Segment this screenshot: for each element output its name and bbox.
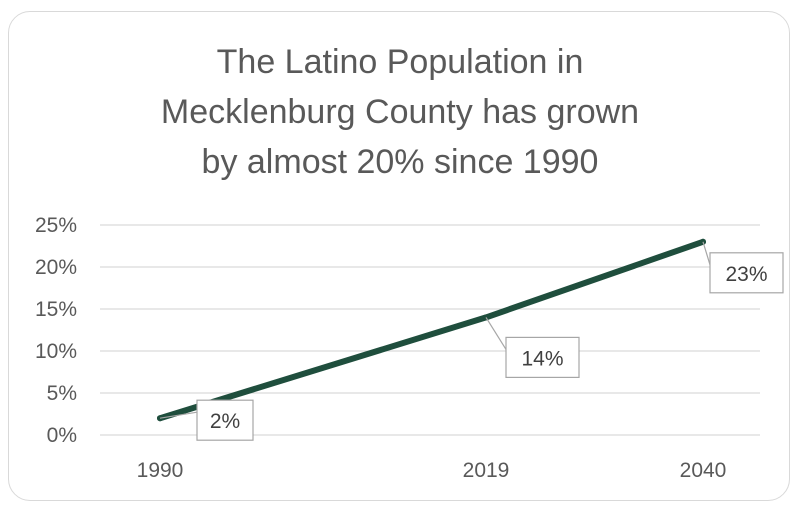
data-label-1990: 2% bbox=[210, 410, 240, 433]
data-series bbox=[157, 238, 706, 422]
data-label-box bbox=[505, 336, 580, 378]
y-tick-label: 15% bbox=[35, 298, 77, 321]
data-label-box bbox=[709, 252, 784, 294]
y-tick-label: 20% bbox=[35, 256, 77, 279]
data-label-leader bbox=[159, 411, 198, 419]
data-label-2019: 14% bbox=[521, 347, 563, 370]
y-axis-tick-labels: 0% 5% 10% 15% 20% 25% bbox=[35, 214, 77, 447]
y-tick-label: 0% bbox=[47, 424, 77, 447]
data-label-leader bbox=[702, 241, 711, 265]
chart-title-line-3: by almost 20% since 1990 bbox=[201, 143, 599, 181]
y-tick-label: 25% bbox=[35, 214, 77, 237]
x-tick-label: 2040 bbox=[680, 459, 727, 482]
data-label-box bbox=[196, 399, 254, 441]
chart-title-line-1: The Latino Population in bbox=[216, 43, 584, 81]
chart-title-line-2: Mecklenburg County has grown bbox=[160, 93, 640, 131]
series-line bbox=[157, 238, 706, 422]
data-label-leader bbox=[485, 317, 507, 350]
data-label-2040: 23% bbox=[725, 263, 767, 286]
y-tick-label: 10% bbox=[35, 340, 77, 363]
y-tick-label: 5% bbox=[47, 382, 77, 405]
x-tick-label: 2019 bbox=[463, 459, 510, 482]
x-axis-tick-labels: 1990 2019 2040 bbox=[137, 459, 727, 482]
x-tick-label: 1990 bbox=[137, 459, 184, 482]
data-labels: 2% 14% 23% bbox=[159, 241, 784, 441]
